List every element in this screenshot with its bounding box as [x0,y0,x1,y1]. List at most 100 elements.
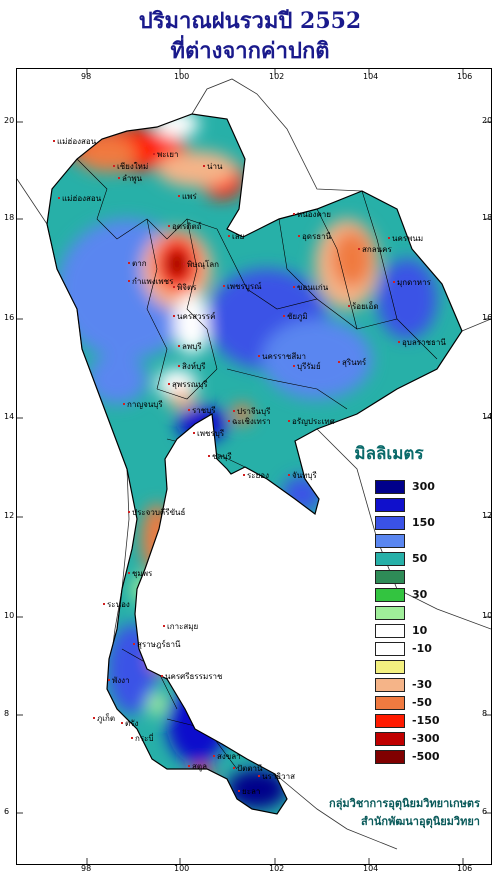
legend-swatch [375,696,405,710]
province-label: พะเยา [157,150,178,159]
province-label: แม่ฮ่องสอน [62,194,102,203]
province-label: ร้อยเอ็ด [352,301,379,311]
lon-tick-bottom: 98 [81,864,92,873]
station-marker [93,717,95,719]
legend-swatch [375,570,405,584]
station-marker [173,286,175,288]
legend-label: -500 [412,750,440,763]
province-label: นครสวรรค์ [177,311,215,321]
province-label: กระบี่ [135,732,154,743]
station-marker [128,511,130,513]
station-marker [128,572,130,574]
legend-label: 300 [412,480,435,493]
legend-swatch [375,678,405,692]
lon-tick-top: 106 [457,72,473,81]
province-label: ตรัง [125,719,138,728]
station-marker [161,675,163,677]
province-label: กาญจนบุรี [127,400,163,409]
station-marker [288,420,290,422]
legend-title: มิลลิเมตร [354,444,424,464]
legend-swatch [375,498,405,512]
lon-tick-bottom: 100 [174,864,190,873]
lon-tick-top: 102 [269,72,285,81]
legend-swatch [375,516,405,530]
province-label: สิงห์บุรี [182,361,206,371]
station-marker [258,355,260,357]
map-title: ปริมาณฝนรวมปี 2552 [138,8,362,34]
station-marker [133,643,135,645]
province-label: เพชรบูรณ์ [227,281,262,292]
legend-swatch [375,660,405,674]
province-label: นครพนม [392,234,423,243]
station-marker [58,197,60,199]
station-marker [228,420,230,422]
station-marker [203,165,205,167]
station-marker [118,177,120,179]
province-label: สตูล [192,762,207,772]
station-marker [123,403,125,405]
legend-label: -30 [412,678,432,691]
province-label: พิษณุโลก [187,259,219,269]
station-marker [388,237,390,239]
province-label: ลำพูน [122,174,143,184]
legend-swatch [375,534,405,548]
province-label: พิจิตร [177,283,197,292]
lon-tick-bottom: 106 [457,864,473,873]
lat-tick-left: 18 [4,213,15,222]
province-label: ภูเก็ต [97,713,115,724]
station-marker [243,474,245,476]
province-label: เลย [232,232,244,241]
station-marker [233,767,235,769]
province-label: จันทบุรี [292,471,318,480]
station-marker [183,263,185,265]
province-label: ปราจีนบุรี [237,407,271,416]
province-label: ขอนแก่น [297,283,329,292]
legend-swatch [375,552,405,566]
station-marker [208,455,210,457]
province-label: ระยอง [247,471,269,480]
lat-tick-right: 20 [482,116,493,125]
province-label: ชัยภูมิ [287,312,308,322]
station-marker [393,281,395,283]
station-marker [288,474,290,476]
station-marker [173,315,175,317]
station-marker [163,625,165,627]
station-marker [178,345,180,347]
lat-tick-right: 12 [482,511,493,520]
station-marker [348,305,350,307]
province-label: ปัตตานี [237,764,263,773]
legend-swatch [375,624,405,638]
station-marker [293,286,295,288]
legend-swatch [375,714,405,728]
province-label: หนองคาย [297,210,331,219]
province-label: อุบลราชธานี [402,338,446,347]
station-marker [168,383,170,385]
province-label: นครศรีธรรมราช [165,672,223,681]
station-marker [238,790,240,792]
province-label: อรัญประเทศ [292,417,335,426]
station-marker [258,775,260,777]
map-subtitle: ที่ต่างจากค่าปกติ [170,38,330,64]
station-marker [188,409,190,411]
station-marker [113,165,115,167]
station-marker [153,153,155,155]
province-label: เพชรบุรี [197,429,225,438]
province-label: ชุมพร [132,569,153,578]
station-marker [178,195,180,197]
legend-label: -10 [412,642,432,655]
province-label: บุรีรัมย์ [297,361,321,371]
station-marker [213,755,215,757]
station-marker [128,280,130,282]
lat-tick-right: 14 [482,412,493,421]
province-label: ราชบุรี [192,406,216,415]
legend-label: 10 [412,624,428,637]
legend-label: 50 [412,552,428,565]
lat-tick-left: 14 [4,412,15,421]
station-marker [233,410,235,412]
station-marker [131,737,133,739]
province-label: ตาก [132,259,147,268]
province-label: อุตรดิตถ์ [172,221,202,231]
province-label: สกลนคร [362,245,392,254]
lat-tick-right: 10 [482,611,493,620]
lat-tick-left: 10 [4,611,15,620]
